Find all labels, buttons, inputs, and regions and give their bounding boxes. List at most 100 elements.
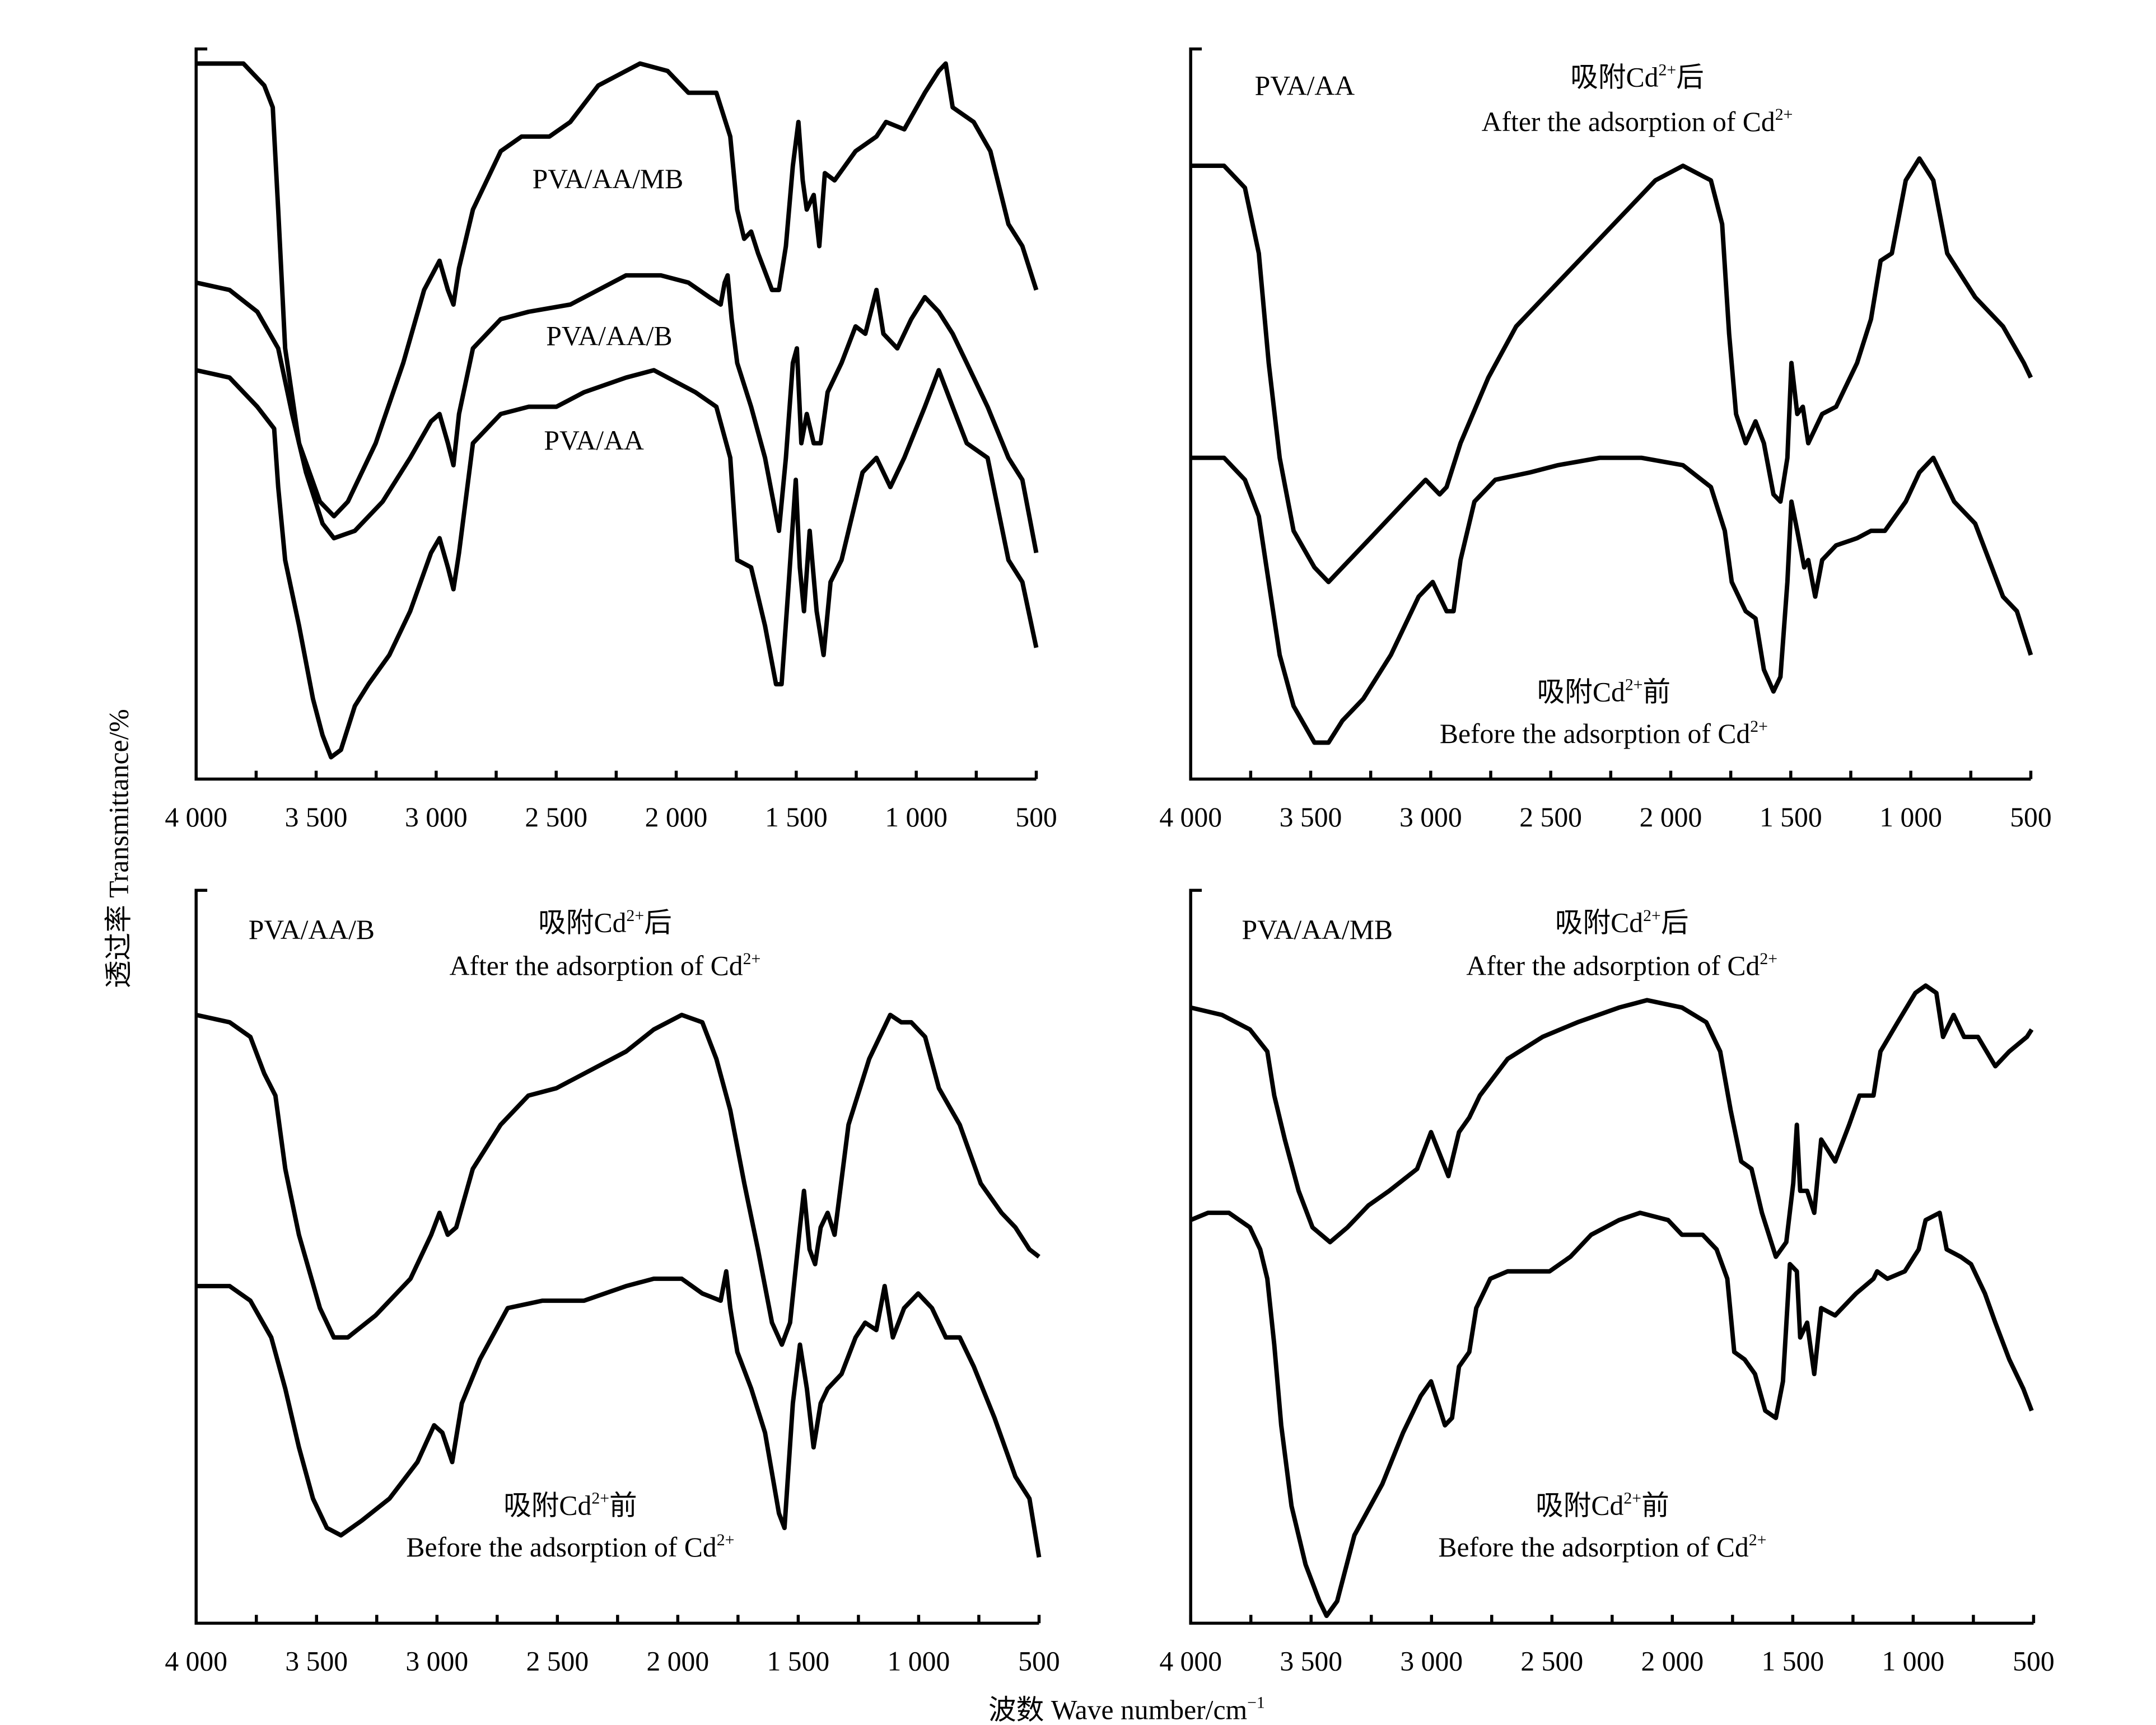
annotation-text: After the adsorption of Cd bbox=[1482, 106, 1775, 137]
annotation-text: PVA/AA/B bbox=[249, 914, 375, 945]
axes bbox=[194, 47, 1037, 781]
annotation-sup: 2+ bbox=[1760, 950, 1777, 968]
spectrum-line-2 bbox=[195, 368, 1039, 760]
annotation-label: After the adsorption of Cd2+ bbox=[450, 950, 761, 981]
annotation-text: PVA/AA/MB bbox=[1242, 914, 1393, 945]
annotation-text: 吸附Cd bbox=[1536, 1490, 1623, 1521]
x-tick-label: 2 000 bbox=[1641, 1646, 1704, 1677]
annotation-label: 吸附Cd2+后 bbox=[1570, 61, 1704, 93]
annotation-label: 吸附Cd2+后 bbox=[538, 906, 672, 938]
x-tick-label: 4 000 bbox=[165, 802, 227, 833]
annotation-text: 吸附Cd bbox=[1570, 62, 1658, 93]
spectrum-line-1 bbox=[1191, 455, 2033, 745]
spectrum-line-1 bbox=[196, 1269, 1042, 1558]
annotation-sup: 2+ bbox=[626, 906, 644, 925]
annotation-text: 吸附Cd bbox=[1555, 908, 1643, 938]
spectrum-line-0 bbox=[195, 1012, 1040, 1347]
x-tick-label: 1 500 bbox=[1761, 1646, 1824, 1677]
annotation-label: PVA/AA/B bbox=[249, 914, 375, 945]
x-tick-label: 3 000 bbox=[1400, 1646, 1463, 1677]
x-tick-label: 4 000 bbox=[165, 1646, 227, 1677]
x-tick-label: 2 500 bbox=[1520, 1646, 1583, 1677]
panel-bottom-right: 4 000 3 500 3 000 2 500 2 000 1 500 1 000 500 PV… bbox=[1159, 889, 2055, 1677]
x-tick-label: 3 000 bbox=[405, 1646, 468, 1677]
annotation-label: PVA/AA/MB bbox=[533, 163, 684, 194]
annotation-text: PVA/AA/B bbox=[546, 321, 672, 352]
x-tick-label: 500 bbox=[1015, 802, 1057, 833]
annotation-label: After the adsorption of Cd2+ bbox=[1466, 950, 1777, 981]
annotation-text: Before the adsorption of Cd bbox=[1438, 1532, 1749, 1563]
x-tick-label: 500 bbox=[2010, 802, 2051, 833]
annotation-label: Before the adsorption of Cd2+ bbox=[1440, 717, 1768, 749]
annotation-text: PVA/AA bbox=[1255, 70, 1355, 101]
annotation-suffix: 前 bbox=[1641, 1490, 1669, 1521]
x-tick-label: 3 500 bbox=[1280, 1646, 1342, 1677]
annotation-text: PVA/AA bbox=[544, 425, 644, 456]
annotation-label: 吸附Cd2+前 bbox=[1536, 1489, 1669, 1521]
annotation-text: 吸附Cd bbox=[538, 908, 626, 938]
x-tick-label: 3 000 bbox=[1399, 802, 1462, 833]
x-tick-label: 1 500 bbox=[1760, 802, 1822, 833]
annotation-sup: 2+ bbox=[1658, 61, 1676, 80]
annotation-sup: 2+ bbox=[717, 1531, 735, 1549]
x-tick-label: 3 500 bbox=[285, 802, 348, 833]
x-tick-label: 1 000 bbox=[885, 802, 948, 833]
annotation-sup: 2+ bbox=[1750, 717, 1768, 736]
x-tick-label: 4 000 bbox=[1159, 1646, 1222, 1677]
x-tick-label: 2 000 bbox=[1640, 802, 1702, 833]
x-axis-title-sup: −1 bbox=[1247, 1694, 1265, 1712]
x-tick-label: 1 000 bbox=[1879, 802, 1942, 833]
x-tick-label: 500 bbox=[2013, 1646, 2054, 1677]
annotation-text: Before the adsorption of Cd bbox=[406, 1532, 717, 1563]
x-tick-label: 3 500 bbox=[285, 1646, 348, 1677]
x-tick-label: 500 bbox=[1018, 1646, 1060, 1677]
spectrum-line-1 bbox=[1189, 1210, 2034, 1618]
x-tick-label: 4 000 bbox=[1159, 802, 1222, 833]
x-tick-label: 2 500 bbox=[526, 1646, 589, 1677]
annotation-label: 吸附Cd2+前 bbox=[1537, 676, 1671, 708]
annotation-sup: 2+ bbox=[1643, 906, 1661, 925]
panel-bottom-left: 4 000 3 500 3 000 2 500 2 000 1 500 1 000 500 PV… bbox=[165, 889, 1060, 1677]
annotation-suffix: 前 bbox=[1643, 676, 1671, 707]
annotation-label: Before the adsorption of Cd2+ bbox=[406, 1531, 734, 1563]
annotation-suffix: 前 bbox=[609, 1490, 637, 1521]
x-axis-title: 波数 Wave number/cm−1 bbox=[988, 1694, 1265, 1725]
annotation-label: PVA/AA/MB bbox=[1242, 914, 1393, 945]
x-tick-label: 2 000 bbox=[645, 802, 708, 833]
annotation-text: 吸附Cd bbox=[503, 1490, 591, 1521]
annotation-label: 吸附Cd2+后 bbox=[1555, 906, 1689, 938]
x-tick-label: 2 500 bbox=[1519, 802, 1582, 833]
x-tick-label: 1 500 bbox=[765, 802, 828, 833]
x-axis-title-text: 波数 Wave number/cm bbox=[988, 1695, 1247, 1725]
panel-top-right: 4 000 3 500 3 000 2 500 2 000 1 500 1 000 500 PV… bbox=[1159, 47, 2052, 833]
x-tick-label: 2 000 bbox=[646, 1646, 709, 1677]
annotation-text: PVA/AA/MB bbox=[533, 163, 684, 194]
annotation-suffix: 后 bbox=[1676, 62, 1704, 93]
x-tick-label: 1 500 bbox=[767, 1646, 830, 1677]
annotation-label: PVA/AA bbox=[544, 425, 644, 456]
annotation-text: After the adsorption of Cd bbox=[450, 951, 743, 981]
annotation-text: Before the adsorption of Cd bbox=[1440, 718, 1751, 749]
annotation-label: Before the adsorption of Cd2+ bbox=[1438, 1531, 1766, 1563]
annotation-text: 吸附Cd bbox=[1537, 676, 1625, 707]
annotation-label: After the adsorption of Cd2+ bbox=[1482, 105, 1793, 137]
annotation-label: 吸附Cd2+前 bbox=[503, 1489, 637, 1521]
annotation-sup: 2+ bbox=[1749, 1531, 1767, 1549]
y-axis-title: 透过率 Transmittance/% bbox=[104, 709, 134, 988]
annotation-sup: 2+ bbox=[591, 1489, 609, 1508]
annotation-sup: 2+ bbox=[743, 950, 761, 968]
annotation-text: After the adsorption of Cd bbox=[1466, 951, 1760, 981]
annotation-label: PVA/AA/B bbox=[546, 321, 672, 352]
annotation-suffix: 后 bbox=[644, 908, 672, 938]
x-tick-label: 3 000 bbox=[405, 802, 468, 833]
annotation-suffix: 后 bbox=[1661, 908, 1689, 938]
spectrum-line-0 bbox=[196, 61, 1039, 518]
spectrum-line-0 bbox=[1190, 983, 2034, 1259]
x-tick-label: 2 500 bbox=[525, 802, 587, 833]
panel-top-left: 4 000 3 500 3 000 2 500 2 000 1 500 1 000 500 PV… bbox=[165, 47, 1057, 833]
annotation-sup: 2+ bbox=[1775, 105, 1793, 124]
axes bbox=[1189, 47, 2031, 781]
x-tick-label: 3 500 bbox=[1280, 802, 1342, 833]
annotation-sup: 2+ bbox=[1625, 676, 1643, 694]
